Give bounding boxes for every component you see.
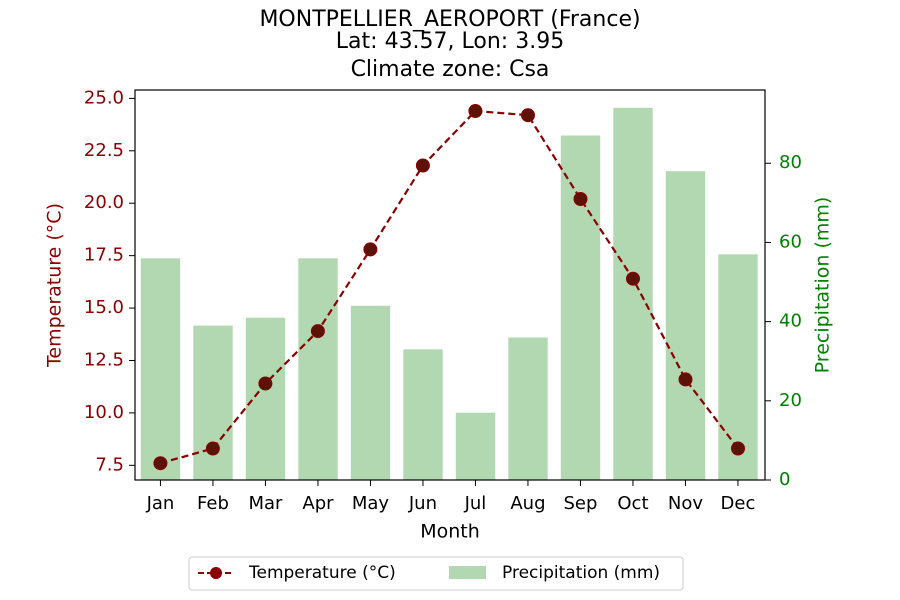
precipitation-bar-may: [350, 305, 391, 480]
temperature-point-jan: [153, 456, 168, 471]
temperature-point-may: [363, 242, 378, 257]
y-left-tick-label: 20.0: [84, 192, 124, 213]
plot-frame: [134, 89, 766, 481]
chart-subtitle-coordinates: Lat: 43.57, Lon: 3.95: [336, 29, 564, 54]
x-tick-label-aug: Aug: [510, 493, 545, 514]
legend-temperature-marker: [210, 567, 222, 579]
x-tick-label-nov: Nov: [668, 493, 703, 514]
temperature-point-aug: [521, 108, 535, 123]
precipitation-bar-feb: [193, 325, 233, 480]
precipitation-bar-mar: [245, 317, 286, 480]
legend-precipitation-swatch: [449, 566, 486, 579]
y-axis-left: 7.5 10.0 12.5 15.0 17.5 20.0 22.5 25.0: [84, 87, 135, 475]
temperature-line: [160, 109, 739, 465]
precipitation-bars: [140, 107, 758, 481]
chart-title-line: MONTPELLIER_AEROPORT (France): [259, 7, 640, 32]
temperature-point-dec: [731, 441, 745, 456]
y-left-tick-label: 15.0: [84, 297, 124, 318]
precipitation-bar-jan: [140, 258, 181, 480]
y-axis-right-label: Precipitation (mm): [812, 197, 834, 374]
x-tick-label-may: May: [352, 493, 390, 514]
legend: Temperature (°C) Precipitation (mm): [188, 556, 684, 591]
temperature-line-layer: [153, 104, 745, 471]
y-left-tick-label: 10.0: [84, 402, 124, 423]
legend-box: [188, 556, 684, 591]
x-tick-label-feb: Feb: [197, 493, 229, 514]
temperature-point-jun: [415, 158, 430, 173]
x-axis-label: Month: [420, 521, 480, 543]
temperature-point-feb: [205, 441, 220, 456]
precipitation-bar-sep: [560, 135, 601, 480]
y-right-tick-label: 40: [779, 311, 802, 332]
x-tick-label-jul: Jul: [464, 493, 487, 514]
legend-precipitation-label: Precipitation (mm): [502, 563, 660, 583]
temperature-point-sep: [573, 192, 588, 206]
y-right-tick-label: 0: [779, 469, 790, 490]
chart-subtitle-climate-zone: Climate zone: Csa: [351, 57, 550, 82]
temperature-point-mar: [258, 376, 273, 391]
y-left-tick-label: 17.5: [84, 245, 124, 266]
x-tick-label-dec: Dec: [721, 493, 756, 514]
x-tick-label-oct: Oct: [617, 493, 648, 514]
x-tick-label-jan: Jan: [146, 493, 175, 514]
legend-temperature-label: Temperature (°C): [248, 563, 396, 583]
precipitation-bar-jul: [455, 412, 496, 480]
y-left-tick-label: 25.0: [84, 87, 124, 108]
y-left-tick-label: 7.5: [95, 454, 124, 475]
x-tick-label-apr: Apr: [302, 493, 334, 514]
y-right-tick-label: 20: [779, 390, 802, 411]
temperature-point-apr: [310, 324, 325, 339]
y-axis-right: 0 20 40 60 80: [765, 152, 802, 490]
y-right-tick-label: 60: [779, 231, 802, 252]
x-tick-label-mar: Mar: [248, 493, 283, 514]
precipitation-bar-oct: [613, 107, 653, 481]
y-left-tick-label: 12.5: [84, 349, 124, 370]
precipitation-bar-jun: [403, 349, 443, 480]
y-left-tick-label: 22.5: [84, 140, 124, 161]
precipitation-bar-nov: [665, 171, 706, 480]
x-tick-label-sep: Sep: [563, 493, 597, 514]
x-tick-label-jun: Jun: [408, 493, 437, 514]
temperature-point-oct: [626, 271, 640, 286]
x-axis: Jan Feb Mar Apr May Jun Jul Aug Sep Oct Nov Dec: [146, 480, 756, 514]
precipitation-bar-aug: [508, 337, 548, 480]
y-right-tick-label: 80: [779, 152, 802, 173]
y-axis-left-label: Temperature (°C): [44, 203, 66, 368]
temperature-point-jul: [468, 104, 483, 118]
temperature-point-nov: [678, 372, 693, 387]
precipitation-bar-apr: [298, 258, 338, 480]
chart-title: MONTPELLIER_AEROPORT (France) Lat: 43.57…: [259, 7, 640, 82]
